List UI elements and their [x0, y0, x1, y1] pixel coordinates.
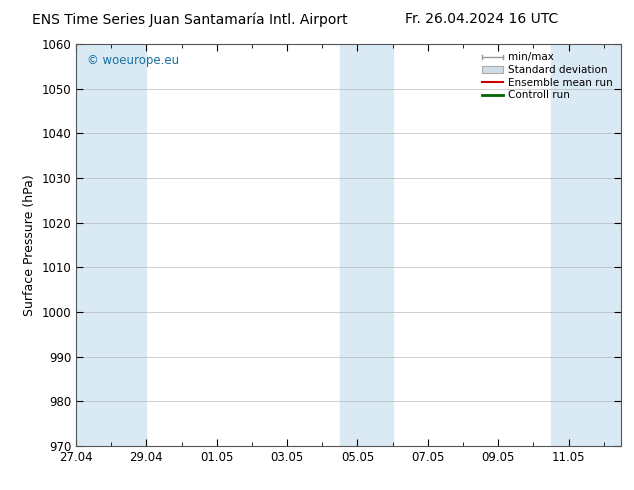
Y-axis label: Surface Pressure (hPa): Surface Pressure (hPa) — [23, 174, 36, 316]
Legend: min/max, Standard deviation, Ensemble mean run, Controll run: min/max, Standard deviation, Ensemble me… — [479, 49, 616, 103]
Text: © woeurope.eu: © woeurope.eu — [87, 54, 179, 67]
Bar — [76, 44, 146, 446]
Text: ENS Time Series Juan Santamaría Intl. Airport: ENS Time Series Juan Santamaría Intl. Ai… — [32, 12, 348, 27]
Bar — [551, 44, 621, 446]
Text: Fr. 26.04.2024 16 UTC: Fr. 26.04.2024 16 UTC — [405, 12, 559, 26]
Bar — [340, 44, 392, 446]
